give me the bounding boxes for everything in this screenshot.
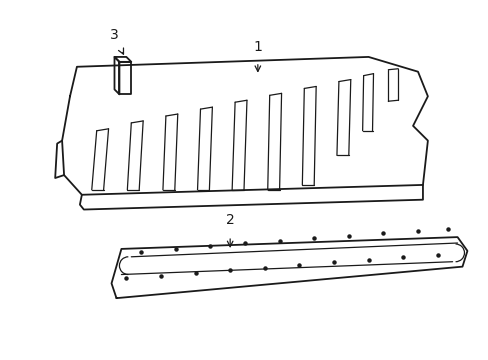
Text: 2: 2: [225, 213, 234, 227]
Text: 3: 3: [110, 28, 119, 42]
Text: 1: 1: [253, 40, 262, 54]
